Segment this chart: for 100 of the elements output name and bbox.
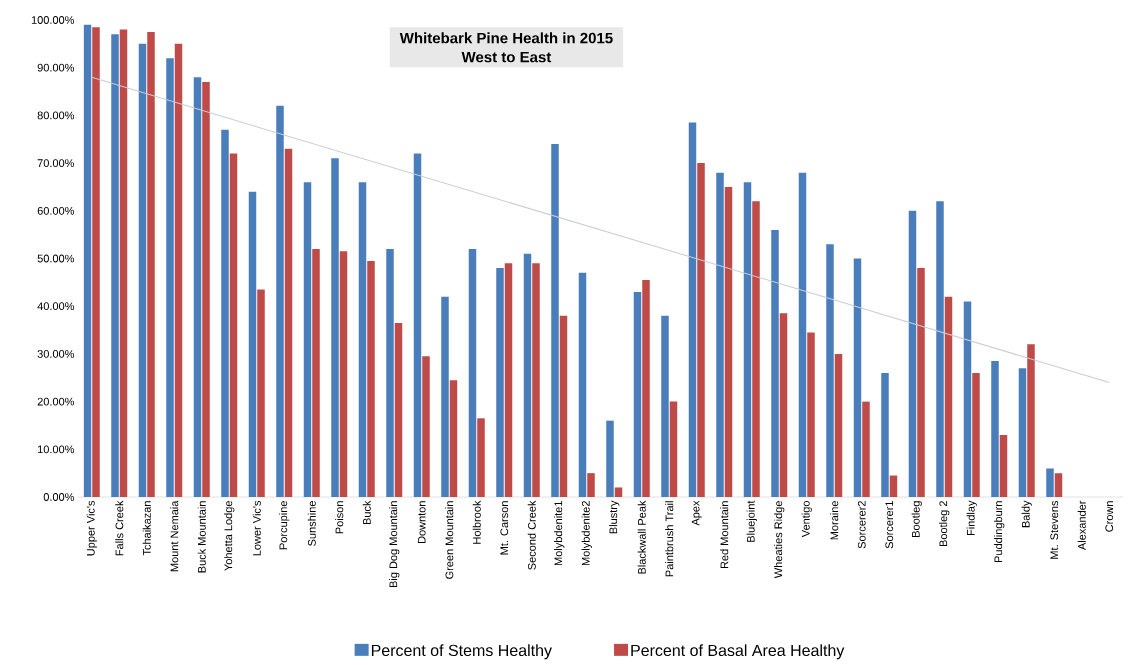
x-tick-label: Findlay bbox=[966, 500, 977, 536]
bar bbox=[138, 43, 147, 497]
bar bbox=[642, 279, 650, 497]
bar bbox=[468, 248, 477, 497]
bar bbox=[229, 153, 238, 497]
x-tick-label: Wheaties Ridge bbox=[774, 501, 785, 579]
bar bbox=[83, 24, 92, 497]
text: Whitebark Pine Health in 2015 bbox=[399, 32, 613, 44]
x-tick-label: Green Mountain bbox=[445, 501, 454, 579]
bar bbox=[477, 418, 485, 497]
y-tick-label: 30.00% bbox=[37, 350, 75, 358]
y-tick-label: 20.00% bbox=[37, 397, 75, 406]
x-tick-label: Upper Vic's bbox=[86, 500, 97, 556]
y-tick-label: 70.00% bbox=[37, 159, 75, 167]
bar bbox=[449, 380, 458, 497]
bar bbox=[1018, 368, 1027, 497]
bar bbox=[358, 182, 367, 497]
bar bbox=[972, 372, 980, 497]
bar bbox=[661, 315, 669, 497]
bar bbox=[111, 34, 119, 497]
bar bbox=[386, 248, 394, 497]
bar bbox=[853, 258, 862, 497]
x-tick-label: Sunshine bbox=[307, 501, 316, 546]
bar bbox=[862, 401, 870, 497]
bar bbox=[496, 268, 504, 497]
x-tick-label: Poison bbox=[335, 501, 344, 534]
bar bbox=[532, 263, 540, 497]
y-tick-label: 50.00% bbox=[37, 254, 75, 263]
x-tick-label: Second Creek bbox=[527, 500, 536, 570]
x-tick-label: Moraine bbox=[830, 501, 839, 540]
bar bbox=[743, 182, 752, 497]
x-tick-label: Sorcerer1 bbox=[885, 501, 894, 549]
bar bbox=[174, 43, 183, 497]
bar bbox=[331, 158, 339, 497]
x-tick-label: Mt. Carson bbox=[500, 501, 509, 555]
bar bbox=[917, 268, 925, 497]
bar bbox=[284, 148, 293, 497]
bar bbox=[92, 27, 100, 497]
bar bbox=[991, 361, 999, 497]
x-tick-label: Mt. Stevens bbox=[1050, 500, 1059, 559]
x-tick-label: Yohetta Lodge bbox=[224, 501, 235, 571]
bar bbox=[826, 244, 834, 497]
bar bbox=[908, 210, 917, 497]
bar bbox=[312, 248, 320, 497]
y-tick-label: 100.00% bbox=[31, 16, 75, 24]
bar bbox=[504, 263, 513, 497]
y-tick-label: 10.00% bbox=[37, 445, 75, 454]
bar bbox=[413, 153, 422, 497]
x-tick-label: Alexander bbox=[1077, 500, 1086, 551]
x-tick-label: Blackwall Peak bbox=[637, 500, 646, 574]
bar bbox=[834, 353, 843, 497]
x-tick-label: Molybdenite1 bbox=[554, 501, 565, 566]
bar bbox=[936, 201, 944, 497]
x-tick-label: Puddingburn bbox=[994, 501, 1005, 563]
x-tick-label: Paintbrush Trail bbox=[665, 501, 674, 577]
bar bbox=[633, 291, 642, 497]
bar bbox=[394, 322, 403, 497]
bar bbox=[147, 31, 155, 497]
bar bbox=[999, 434, 1008, 497]
bar bbox=[257, 289, 265, 497]
bar bbox=[881, 372, 889, 497]
bar bbox=[303, 182, 312, 497]
x-tick-label: Falls Creek bbox=[115, 500, 124, 556]
bar bbox=[221, 129, 229, 497]
bar bbox=[614, 487, 623, 497]
x-tick-label: Downton bbox=[417, 501, 426, 544]
text: West to East bbox=[461, 51, 552, 63]
bar bbox=[1027, 344, 1035, 497]
bar bbox=[578, 272, 587, 497]
bar bbox=[697, 163, 705, 497]
x-tick-label: Bluejoint bbox=[746, 500, 757, 542]
bar bbox=[944, 296, 953, 497]
x-tick-label: Holbrook bbox=[472, 500, 481, 544]
y-tick-label: 40.00% bbox=[37, 302, 75, 311]
x-tick-label: Bootleg bbox=[911, 501, 922, 537]
bar bbox=[807, 332, 815, 497]
x-tick-label: Tchaikazan bbox=[142, 501, 151, 556]
bar bbox=[1054, 473, 1063, 497]
bar bbox=[963, 301, 972, 497]
x-tick-label: Buck Mountain bbox=[197, 501, 206, 573]
bar bbox=[889, 475, 898, 497]
bar bbox=[559, 315, 568, 497]
x-tick-label: Crown bbox=[1105, 501, 1114, 532]
bar bbox=[193, 77, 202, 497]
legend-label: Percent of Basal Area Healthy bbox=[631, 644, 845, 660]
y-tick-label: 60.00% bbox=[37, 206, 75, 215]
bar bbox=[724, 186, 733, 497]
bar bbox=[202, 82, 210, 497]
x-tick-label: Bootleg 2 bbox=[939, 501, 950, 547]
x-tick-label: Red Mountain bbox=[720, 501, 729, 569]
bar bbox=[422, 356, 430, 497]
bar bbox=[339, 251, 348, 497]
x-tick-label: Lower Vic's bbox=[252, 500, 261, 556]
bar bbox=[798, 172, 807, 497]
bar bbox=[276, 105, 284, 497]
y-tick-label: 80.00% bbox=[37, 111, 75, 120]
x-tick-label: Big Dog Mountain bbox=[389, 501, 400, 588]
legend-label: Percent of Stems Healthy bbox=[371, 644, 552, 660]
bar bbox=[716, 172, 724, 497]
bar bbox=[1046, 468, 1054, 497]
